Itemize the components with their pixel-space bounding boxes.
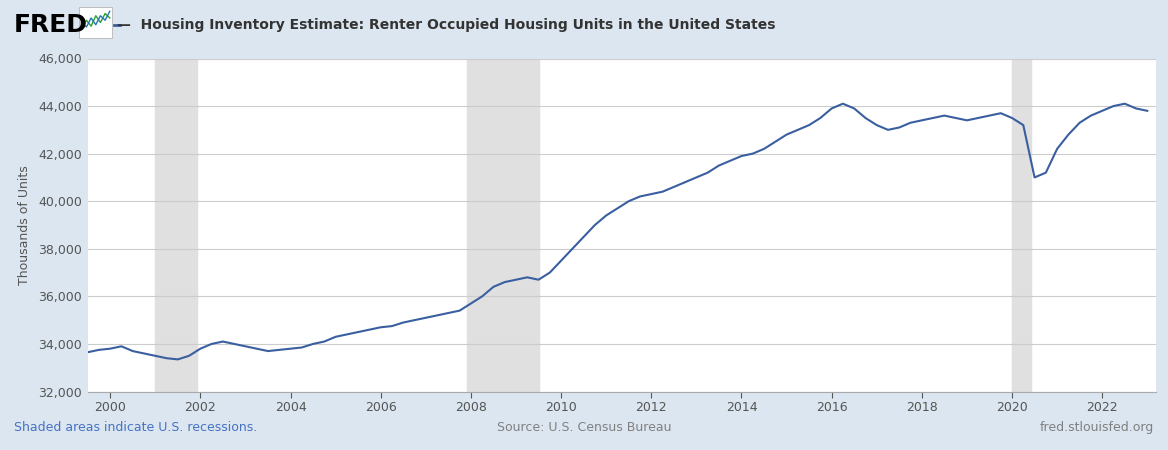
Text: ·: · xyxy=(67,18,74,37)
FancyBboxPatch shape xyxy=(79,7,112,38)
Text: Source: U.S. Census Bureau: Source: U.S. Census Bureau xyxy=(496,421,672,434)
Text: fred.stlouisfed.org: fred.stlouisfed.org xyxy=(1040,421,1154,434)
Text: —  Housing Inventory Estimate: Renter Occupied Housing Units in the United State: — Housing Inventory Estimate: Renter Occ… xyxy=(117,18,776,32)
Bar xyxy=(1011,58,1031,392)
Text: FRED: FRED xyxy=(14,13,88,37)
Y-axis label: Thousands of Units: Thousands of Units xyxy=(19,165,32,285)
Bar xyxy=(155,58,196,392)
Text: Shaded areas indicate U.S. recessions.: Shaded areas indicate U.S. recessions. xyxy=(14,421,257,434)
Bar xyxy=(467,58,538,392)
